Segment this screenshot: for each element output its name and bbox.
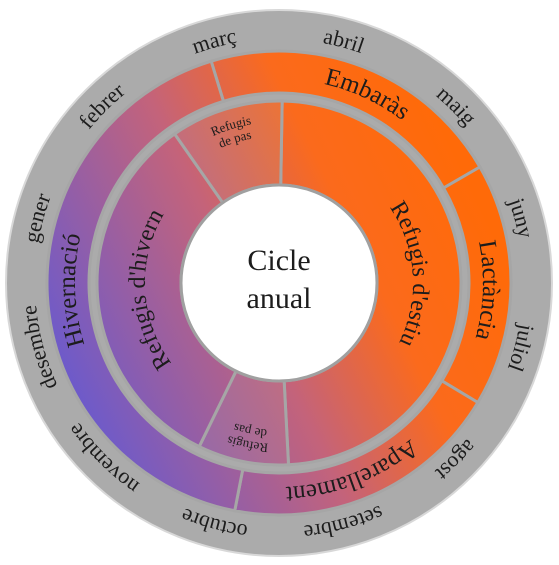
center-label: Cicle	[247, 244, 310, 277]
sectors	[45, 49, 513, 517]
center-disc	[179, 183, 379, 383]
refuge-label: de pas	[232, 420, 268, 441]
refuge-label: de pas	[232, 420, 268, 441]
center-label: anual	[247, 282, 312, 315]
phase-sector	[45, 59, 245, 513]
